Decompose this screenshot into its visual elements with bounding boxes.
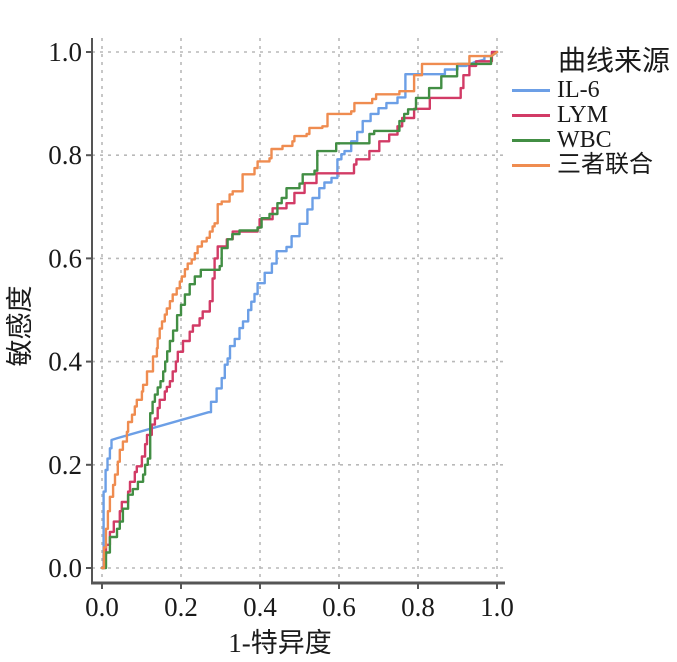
legend-line-swatch <box>512 89 550 92</box>
y-tick-label: 0.6 <box>48 243 82 273</box>
x-tick-label: 0.6 <box>322 592 356 622</box>
legend-item: IL-6 <box>512 78 676 103</box>
legend-item: LYM <box>512 103 676 128</box>
legend-title: 曲线来源 <box>558 46 671 77</box>
y-axis-title: 敏感度 <box>5 286 35 367</box>
legend-line-swatch <box>512 114 550 117</box>
tick-labels: 0.0 0.2 0.4 0.6 0.8 1.0 0.0 0.2 0.4 0.6 0.8 1.0 <box>48 37 514 622</box>
roc-curve-LYM <box>100 50 499 570</box>
legend: 曲线来源 IL-6 LYM WBC 三者联合 <box>512 46 676 178</box>
y-tick-label: 0.2 <box>48 450 82 480</box>
y-tick-label: 0.0 <box>48 553 82 583</box>
legend-item: 三者联合 <box>512 153 676 178</box>
x-tick-label: 0.0 <box>85 592 119 622</box>
roc-curve-WBC <box>100 50 499 570</box>
gridlines <box>92 38 505 583</box>
roc-curve-IL-6 <box>100 50 499 570</box>
y-tick-label: 1.0 <box>48 37 82 67</box>
y-tick-label: 0.4 <box>48 347 82 377</box>
x-tick-label: 1.0 <box>480 592 514 622</box>
legend-label: WBC <box>557 127 612 153</box>
y-tick-label: 0.8 <box>48 140 82 170</box>
legend-line-swatch <box>512 139 550 142</box>
legend-item: WBC <box>512 128 676 153</box>
roc-curves <box>100 50 499 570</box>
roc-curve-三者联合 <box>100 50 499 570</box>
legend-label: LYM <box>557 102 608 128</box>
legend-label: 三者联合 <box>557 152 653 178</box>
x-tick-label: 0.4 <box>243 592 277 622</box>
legend-line-swatch <box>512 164 550 167</box>
legend-label: IL-6 <box>557 77 600 103</box>
x-axis-title: 1-特异度 <box>228 628 332 658</box>
x-tick-label: 0.8 <box>401 592 435 622</box>
x-tick-label: 0.2 <box>164 592 198 622</box>
axes <box>86 38 505 589</box>
